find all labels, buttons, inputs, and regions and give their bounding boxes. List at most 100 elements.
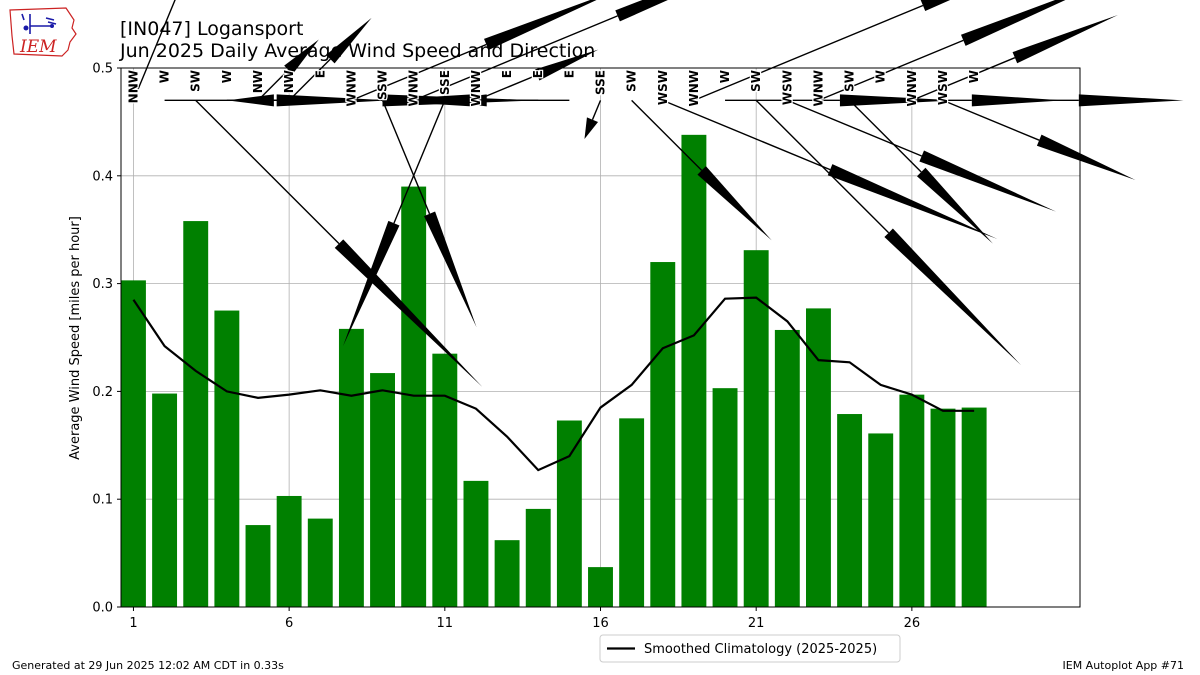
- direction-label: WSW: [656, 70, 670, 105]
- direction-label: SSW: [376, 70, 390, 100]
- direction-label: WNW: [811, 70, 825, 107]
- direction-arrow-head: [1036, 134, 1136, 181]
- direction-arrow-head: [827, 164, 998, 239]
- direction-label: NNW: [126, 70, 140, 103]
- app-credit: IEM Autoplot App #71: [1062, 659, 1185, 672]
- direction-arrow-head: [615, 0, 668, 22]
- speed-bar: [743, 250, 769, 607]
- speed-bar: [837, 414, 863, 607]
- direction-label: WNW: [687, 70, 701, 107]
- y-tick-label: 0.3: [92, 277, 113, 292]
- direction-label: W: [874, 70, 888, 83]
- speed-bar: [619, 418, 645, 607]
- direction-arrows: [132, 0, 1184, 387]
- direction-arrow-stem: [693, 4, 924, 101]
- x-tick-label: 11: [437, 616, 454, 631]
- direction-label: W: [718, 70, 732, 83]
- direction-label: SW: [189, 70, 203, 92]
- speed-bar: [214, 310, 240, 607]
- speed-bar: [245, 525, 271, 607]
- weather-instrument-icon: [21, 13, 57, 34]
- speed-bar: [525, 508, 551, 607]
- legend: Smoothed Climatology (2025-2025): [599, 634, 901, 663]
- direction-arrow-head: [884, 228, 1022, 366]
- x-tick-label: 16: [592, 616, 609, 631]
- speed-bar: [868, 433, 894, 607]
- legend-label: Smoothed Climatology (2025-2025): [644, 642, 877, 657]
- y-tick-label: 0.5: [92, 62, 113, 77]
- direction-arrow-stem: [662, 99, 831, 171]
- climatology-line: [132, 296, 975, 472]
- speed-bar: [712, 388, 738, 607]
- speed-bar: [681, 134, 707, 607]
- direction-arrow-stem: [631, 99, 703, 171]
- direction-arrow-stem: [591, 100, 602, 120]
- speed-bar: [121, 280, 146, 607]
- direction-arrow-head: [484, 0, 597, 51]
- direction-arrow-head: [960, 0, 1066, 46]
- direction-arrow-head: [343, 220, 400, 347]
- direction-arrow-stem: [849, 99, 922, 173]
- speed-bar: [650, 262, 676, 607]
- y-tick-label: 0.4: [92, 169, 113, 184]
- direction-label: E: [313, 70, 327, 78]
- climatology-series-line: [132, 296, 975, 472]
- speed-bar: [494, 540, 520, 607]
- direction-label: WSW: [780, 70, 794, 105]
- speed-bar: [463, 480, 489, 607]
- speed-bar: [152, 393, 178, 607]
- speed-bars: [121, 134, 987, 608]
- y-axis-label: Average Wind Speed [miles per hour]: [68, 216, 83, 460]
- speed-bar: [276, 495, 302, 607]
- y-tick-label: 0.1: [92, 493, 113, 508]
- direction-arrow-stem: [351, 43, 487, 101]
- direction-label: E: [500, 70, 514, 78]
- speed-bar: [556, 420, 582, 607]
- chart-subtitle: Jun 2025 Daily Average Wind Speed and Di…: [120, 40, 596, 62]
- y-tick-label: 0.0: [92, 601, 113, 616]
- y-axis-ticks: 0.0 0.1 0.2 0.3 0.4 0.5: [92, 62, 121, 616]
- direction-arrow-head: [584, 117, 599, 140]
- direction-arrow-stem: [393, 100, 446, 224]
- x-tick-label: 6: [285, 616, 293, 631]
- legend-box: [599, 634, 901, 663]
- direction-labels: NNW W SW W NW NW E WNW SSW WNW SSE WNW E E E SSE SW WSW WN…: [125, 69, 982, 108]
- direction-label: NW: [251, 70, 265, 93]
- y-tick-label: 0.2: [92, 385, 113, 400]
- iowa-outline-icon: [9, 7, 77, 57]
- direction-arrow-head: [919, 150, 1057, 212]
- x-tick-label: 1: [129, 616, 137, 631]
- direction-label: WSW: [936, 70, 950, 105]
- direction-label: SW: [625, 70, 639, 92]
- direction-arrow-stem: [942, 99, 1040, 141]
- direction-label: NW: [282, 70, 296, 93]
- speed-bar: [370, 373, 395, 607]
- direction-arrow-head: [916, 167, 993, 244]
- speed-bar: [432, 353, 458, 607]
- speed-bar: [930, 408, 956, 607]
- x-tick-label: 21: [748, 616, 765, 631]
- direction-label: SSE: [438, 70, 452, 95]
- direction-arrow-head: [534, 49, 599, 81]
- direction-label: E: [531, 70, 545, 78]
- direction-label: SW: [749, 70, 763, 92]
- speed-bar: [338, 328, 364, 607]
- speed-bar: [307, 518, 333, 607]
- direction-arrow-head: [373, 94, 472, 107]
- direction-arrow-head: [1012, 15, 1118, 64]
- direction-arrow-stem: [195, 99, 340, 245]
- direction-label: WNW: [469, 70, 483, 107]
- direction-label: WNW: [407, 70, 421, 107]
- direction-arrow-head: [1078, 94, 1184, 107]
- iem-logo: IEM: [8, 6, 78, 62]
- direction-arrow-head: [920, 0, 951, 12]
- direction-label: W: [967, 70, 981, 83]
- direction-arrow-stem: [413, 15, 618, 101]
- direction-label: WNW: [344, 70, 358, 107]
- speed-bar: [588, 567, 613, 607]
- direction-arrow-head: [423, 211, 477, 328]
- direction-arrow-stem: [381, 100, 431, 215]
- generated-timestamp: Generated at 29 Jun 2025 12:02 AM CDT in…: [12, 659, 284, 672]
- direction-arrow-stem: [257, 69, 289, 101]
